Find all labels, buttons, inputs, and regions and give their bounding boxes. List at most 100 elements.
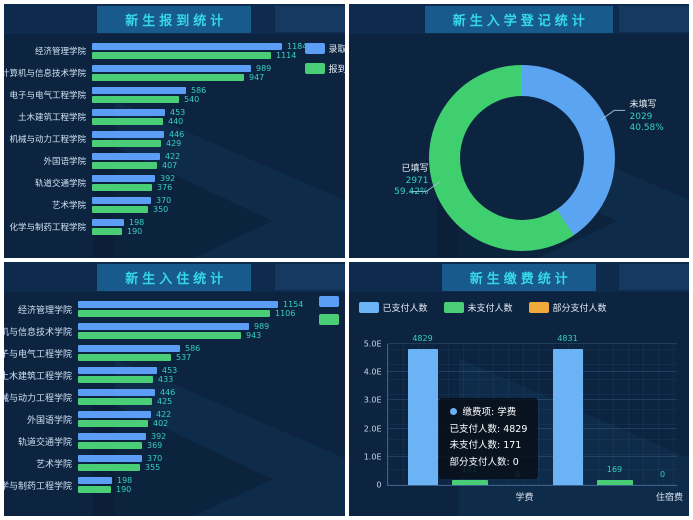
- tooltip: 缴费项: 学费 已支付人数: 4829 未支付人数: 171 部分支付人数: 0: [438, 398, 539, 479]
- bar[interactable]: [78, 367, 157, 374]
- bar[interactable]: [78, 420, 148, 427]
- legend-item-paid[interactable]: 已支付人数: [358, 301, 428, 314]
- bar[interactable]: [92, 43, 282, 50]
- bar-value: 1106: [275, 308, 296, 318]
- panel-title-bar: 新生缴费统计: [348, 262, 689, 292]
- bar-group: 土木建筑工程学院 453 433: [4, 366, 345, 383]
- x-axis-label: 学费: [515, 493, 534, 503]
- tooltip-title: 缴费项: 学费: [449, 405, 528, 422]
- bar-row: 989: [92, 63, 272, 73]
- bar[interactable]: [92, 219, 124, 226]
- slice-value: 2971: [405, 175, 429, 186]
- bar-pair: 453 440: [92, 108, 185, 125]
- bar-row: 429: [92, 139, 184, 147]
- bar-value: 392: [151, 431, 167, 441]
- bar[interactable]: [78, 345, 180, 352]
- bar-value: 943: [246, 330, 262, 340]
- tooltip-series-marker: [449, 408, 457, 415]
- bar-group: 轨道交通学院 392 376: [4, 173, 345, 191]
- bar-pair: 586 537: [78, 344, 200, 361]
- bar[interactable]: [92, 131, 164, 138]
- bar[interactable]: [92, 109, 165, 116]
- category-label: 化学与制药工程学院: [9, 223, 86, 233]
- bar-pair: 198 190: [92, 218, 144, 235]
- legend-item-registered[interactable]: 报到: [304, 62, 345, 75]
- panel-title: 新生入学登记统计: [424, 5, 613, 33]
- bar[interactable]: [92, 153, 160, 160]
- bar-group: 经济管理学院 1154 1106: [4, 300, 345, 318]
- bar-value: 169: [606, 465, 623, 474]
- bar[interactable]: [78, 477, 112, 484]
- bar[interactable]: [596, 480, 633, 485]
- bar-value: 989: [256, 63, 272, 73]
- bar[interactable]: [92, 140, 161, 147]
- bar-value: 392: [160, 173, 176, 183]
- legend-item[interactable]: [318, 314, 345, 325]
- bar[interactable]: [78, 398, 152, 405]
- bar[interactable]: [92, 74, 244, 81]
- donut-hole: [459, 96, 584, 220]
- bar[interactable]: [78, 354, 171, 361]
- bar-row: 198: [92, 218, 144, 226]
- category-label: 轨道交通学院: [17, 437, 72, 448]
- bar-value: 422: [165, 151, 181, 161]
- bar-value: 355: [145, 462, 161, 472]
- bar-value: 190: [116, 484, 132, 494]
- panel-title-bar: 新生入学登记统计: [348, 4, 689, 34]
- bar[interactable]: [92, 206, 148, 213]
- bar[interactable]: [78, 310, 270, 317]
- panel-payment-stats: 新生缴费统计 已支付人数 未支付人数 部分支付人数 0 1.0E 2.0E 3.0E 4…: [348, 262, 689, 516]
- y-axis-tick-label: 3.0E: [363, 395, 382, 405]
- bar[interactable]: [78, 332, 241, 339]
- bar-row: 370: [78, 454, 162, 462]
- panel-registration-stats: 新生报到统计 经济管理学院 1184 1114 计算机与信息技术学院 989 947 电子与…: [4, 4, 345, 258]
- bar-pair: 392 369: [78, 431, 167, 449]
- bar[interactable]: [92, 52, 271, 59]
- bar[interactable]: [78, 323, 249, 330]
- bar-row: 989: [78, 322, 269, 330]
- bar-row: 446: [78, 388, 175, 396]
- bar[interactable]: [92, 65, 251, 72]
- bar[interactable]: [92, 184, 152, 191]
- bar[interactable]: [78, 486, 111, 493]
- y-axis-tick-label: 5.0E: [363, 339, 382, 349]
- category-label: 经济管理学院: [17, 305, 72, 316]
- bar[interactable]: [552, 349, 583, 485]
- bar[interactable]: [92, 197, 151, 204]
- category-label: 机械与动力工程学院: [4, 393, 72, 404]
- legend-item-admitted[interactable]: 录取: [304, 42, 345, 55]
- legend-item-partial[interactable]: 部分支付人数: [528, 301, 607, 314]
- bar-pair: 370 355: [78, 454, 162, 472]
- bar[interactable]: [92, 118, 163, 125]
- bar[interactable]: [78, 376, 153, 383]
- legend-label: 已支付人数: [382, 304, 428, 314]
- legend-item-unpaid[interactable]: 未支付人数: [443, 301, 513, 314]
- bar[interactable]: [78, 464, 140, 471]
- bar[interactable]: [92, 162, 157, 169]
- bar[interactable]: [78, 389, 155, 396]
- bar-row: 947: [92, 73, 271, 81]
- bar[interactable]: [78, 442, 142, 449]
- bar[interactable]: [407, 349, 438, 485]
- donut-ring[interactable]: [428, 65, 615, 251]
- bar[interactable]: [78, 301, 278, 308]
- leader-lines: [409, 109, 625, 193]
- bar[interactable]: [92, 96, 179, 103]
- bar[interactable]: [78, 411, 151, 418]
- bar-value: 586: [191, 85, 207, 95]
- bar-pair: 198 190: [78, 476, 132, 494]
- bar[interactable]: [92, 87, 186, 94]
- bar[interactable]: [451, 480, 488, 485]
- bar[interactable]: [78, 433, 146, 440]
- bar-row: 453: [92, 108, 185, 116]
- category-label: 外国语学院: [43, 157, 86, 167]
- legend: 录取 报到: [304, 42, 345, 82]
- panel-title: 新生缴费统计: [441, 263, 596, 291]
- legend-item[interactable]: [318, 296, 345, 307]
- bar[interactable]: [92, 175, 155, 182]
- tooltip-line-partial: 部分支付人数: 0: [449, 456, 519, 468]
- bar[interactable]: [92, 228, 122, 235]
- bar-pair: 422 407: [92, 151, 181, 169]
- bar[interactable]: [78, 455, 142, 462]
